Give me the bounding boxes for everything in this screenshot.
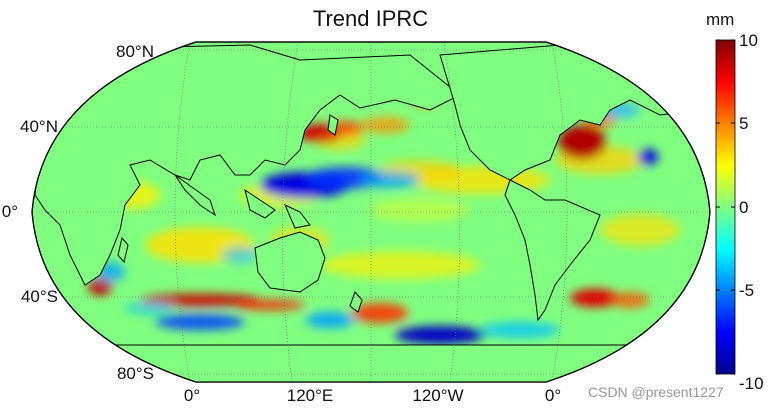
map-title: Trend IPRC [312, 6, 429, 31]
lat-label-0: 0° [1, 202, 18, 221]
lon-label-0: 0° [183, 386, 201, 405]
lon-label-120w: 120°W [412, 386, 464, 405]
lat-label-80s: 80°S [116, 364, 154, 383]
lon-label-0-east: 0° [544, 386, 562, 405]
colorbar-ticks [716, 39, 735, 375]
watermark: CSDN @present1227 [588, 384, 724, 400]
colorbar-tick-neg5: -5 [739, 281, 755, 300]
graticule [32, 42, 710, 382]
colorbar-unit: mm [706, 10, 735, 29]
lat-label-40s: 40°S [20, 287, 58, 306]
colorbar-tick-0: 0 [739, 198, 749, 217]
colorbar-tick-neg10: -10 [739, 374, 764, 393]
lat-label-80n: 80°N [116, 42, 154, 61]
lat-label-40n: 40°N [20, 117, 58, 136]
colorbar-tick-10: 10 [739, 31, 758, 50]
lon-label-120e: 120°E [286, 386, 334, 405]
colorbar-tick-5: 5 [739, 114, 749, 133]
